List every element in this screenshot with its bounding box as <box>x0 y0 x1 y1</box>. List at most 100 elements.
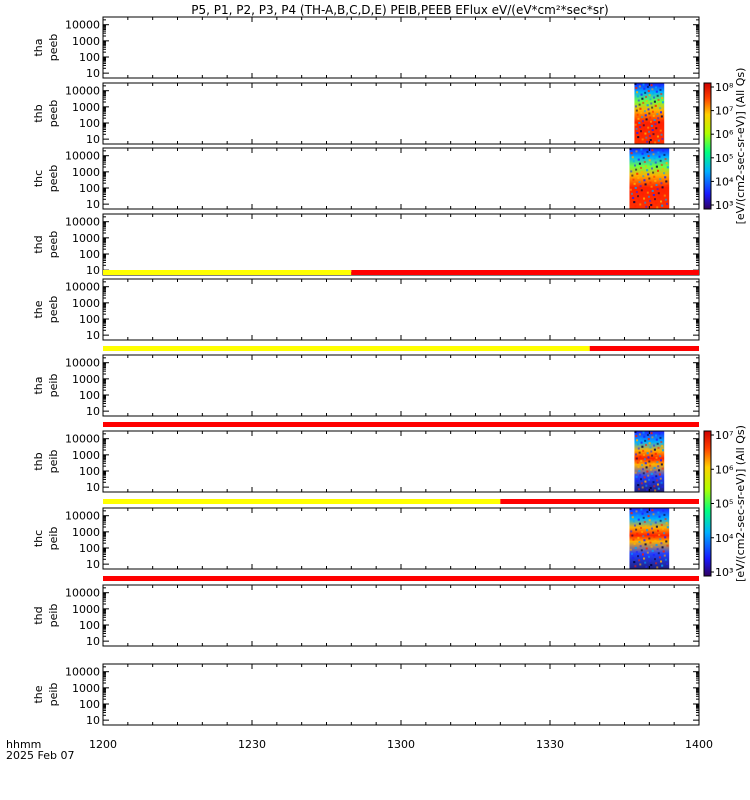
spectrogram-pixel <box>661 204 664 207</box>
spectrogram-pixel <box>650 545 653 548</box>
y-tick-label: 1000 <box>72 682 100 695</box>
spectrogram-pixel <box>651 436 654 439</box>
spectrogram-pixel <box>659 107 662 110</box>
spectrogram-pixel <box>641 152 644 155</box>
spectrogram-pixel <box>660 111 663 114</box>
spectrogram-pixel <box>646 529 649 532</box>
spectrogram-pixel <box>632 520 635 523</box>
y-tick-label: 1000 <box>72 526 100 539</box>
spectrogram-pixel <box>655 108 658 111</box>
spectrogram-pixel <box>636 443 639 446</box>
spectrogram-pixel <box>649 446 652 449</box>
spectrogram-pixel <box>629 508 632 510</box>
y-tick-label: 10000 <box>65 85 100 98</box>
spectrogram-pixel <box>646 150 649 153</box>
y-tick-label: 100 <box>79 182 100 195</box>
spectrogram-pixel <box>646 85 649 88</box>
colorbar-label: [eV/(cm2-sec-sr-eV)] (All Qs) <box>734 68 747 225</box>
spectrogram-pixel <box>647 173 650 176</box>
spectrogram-pixel <box>650 564 653 567</box>
spectrogram-pixel <box>634 105 637 108</box>
spectrogram-pixel <box>638 162 641 165</box>
spectrogram-pixel <box>651 477 654 480</box>
spectrogram-pixel <box>647 555 650 558</box>
status-bar-segment <box>500 499 699 504</box>
spectrogram-pixel <box>637 117 640 120</box>
spectrogram-pixel <box>644 543 647 546</box>
spectrogram-pixel <box>644 525 647 528</box>
spectrogram-pixel <box>665 180 668 183</box>
spectrogram-pixel <box>660 182 663 185</box>
spectrogram-pixel <box>645 484 648 487</box>
spectrogram-pixel <box>642 101 645 104</box>
y-tick-label: 100 <box>79 117 100 130</box>
spectrogram-pixel <box>666 166 669 169</box>
spectrogram-pixel <box>651 129 654 132</box>
spectrogram-pixel <box>664 558 667 561</box>
spectrogram-pixel <box>654 141 657 144</box>
spectrogram-pixel <box>660 523 663 526</box>
spectrogram-pixel <box>654 471 657 474</box>
panel-thd-peib: 10 100 1000 10000 thd peib <box>32 576 700 648</box>
y-tick-label: 10000 <box>65 19 100 32</box>
panel-instrument-label: peib <box>47 604 60 628</box>
spectrogram-pixel <box>650 432 653 435</box>
status-bar-segment <box>103 576 699 581</box>
status-bar-segment <box>103 422 699 427</box>
spectrogram-pixel <box>658 556 661 559</box>
spectrogram-pixel <box>630 192 633 195</box>
spectrogram-pixel <box>652 554 655 557</box>
y-tick-label: 1000 <box>72 603 100 616</box>
spectrogram-pixel <box>655 127 658 130</box>
y-tick-label: 10000 <box>65 587 100 600</box>
spectrogram-pixel <box>641 486 644 489</box>
spectrogram-pixel <box>656 135 659 138</box>
spectrogram-pixel <box>641 512 644 515</box>
spectrogram-pixel <box>656 442 659 445</box>
spectrogram-pixel <box>666 202 669 205</box>
spectrogram-pixel <box>643 458 646 461</box>
spectrogram-pixel <box>645 118 648 121</box>
spectrogram-pixel <box>636 532 639 535</box>
spectrogram-pixel <box>638 469 641 472</box>
spectrogram-pixel <box>661 119 664 122</box>
spectrogram-pixel <box>657 139 660 142</box>
spectrogram-pixel <box>639 545 642 548</box>
spectrogram-pixel <box>633 201 636 204</box>
spectrogram-pixel <box>648 134 651 137</box>
spectrogram-pixel <box>643 520 646 523</box>
spectrogram-pixel <box>657 98 660 101</box>
spectrogram-pixel <box>663 554 666 557</box>
y-tick-label: 1000 <box>72 373 100 386</box>
spectrogram-pixel <box>655 543 658 546</box>
spectrogram-pixel <box>643 128 646 131</box>
spectrogram-pixel <box>629 548 632 551</box>
x-tick-label: 1230 <box>238 738 266 751</box>
panel-instrument-label: peeb <box>47 100 60 128</box>
spectrogram-pixel <box>661 186 664 189</box>
spectrogram-pixel <box>651 88 654 91</box>
spectrogram-pixel <box>651 189 654 192</box>
spectrogram-pixel <box>649 487 652 490</box>
spectrogram-pixel <box>634 546 637 549</box>
spectrogram-pixel <box>631 174 634 177</box>
spectrogram-pixel <box>647 515 650 518</box>
y-tick-label: 10 <box>86 198 100 211</box>
spectrogram-pixel <box>648 130 651 133</box>
spectrogram-pixel <box>658 533 661 536</box>
x-tick-label: 1300 <box>387 738 415 751</box>
spectrogram-pixel <box>660 163 663 166</box>
spectrogram-pixel <box>657 487 660 490</box>
spectrogram-pixel <box>635 435 638 438</box>
spectrogram-pixel <box>636 172 639 175</box>
spectrogram-pixel <box>658 515 661 518</box>
spectrogram-pixel <box>635 510 638 513</box>
spectrogram-pixel <box>661 101 664 104</box>
spectrogram-pixel <box>659 159 662 162</box>
spectrogram-pixel <box>665 162 668 165</box>
y-tick-label: 10000 <box>65 281 100 294</box>
spectrogram-pixel <box>638 433 641 436</box>
spectrogram-pixel <box>633 561 636 564</box>
spectrogram-pixel <box>665 540 668 543</box>
spectrogram-pixel <box>644 480 647 483</box>
